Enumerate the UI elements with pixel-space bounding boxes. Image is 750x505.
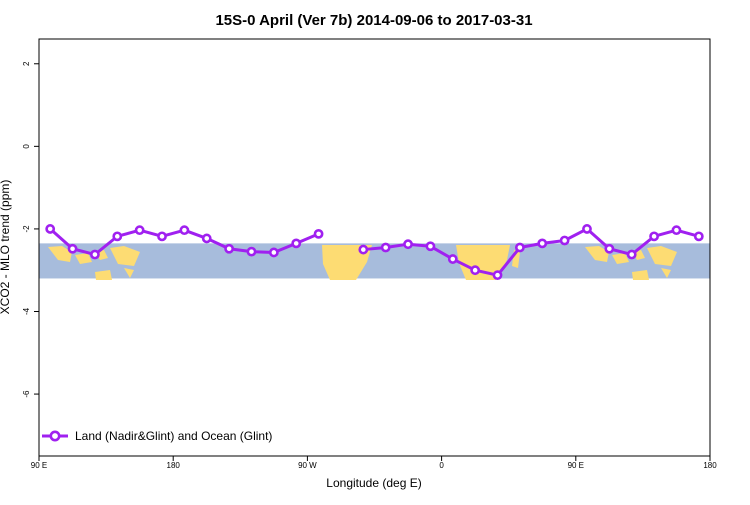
chart-title: 15S-0 April (Ver 7b) 2014-09-06 to 2017-…	[215, 12, 532, 29]
data-point	[447, 254, 458, 264]
data-point	[268, 247, 279, 258]
x-tick-label: 90 W	[298, 461, 317, 470]
map-land	[48, 245, 677, 280]
series-layer	[45, 224, 704, 281]
plot-frame	[38, 38, 711, 457]
data-point	[537, 238, 548, 249]
data-point	[358, 244, 369, 255]
data-point	[514, 242, 525, 253]
data-point	[380, 242, 391, 253]
x-tick-label: 90 E	[568, 461, 584, 470]
data-point	[582, 224, 592, 234]
data-point	[157, 231, 167, 242]
data-point	[313, 228, 324, 239]
data-point	[693, 231, 704, 242]
data-point	[246, 246, 257, 257]
legend-label: Land (Nadir&Glint) and Ocean (Glint)	[75, 429, 272, 443]
legend: Land (Nadir&Glint) and Ocean (Glint)	[42, 429, 272, 443]
data-point	[90, 249, 100, 260]
y-tick-label: -6	[22, 390, 31, 398]
x-tick-label: 180	[167, 461, 181, 470]
x-tick-label: 180	[703, 461, 717, 470]
data-point	[134, 225, 145, 236]
x-tick-label: 0	[439, 461, 444, 470]
data-point	[179, 225, 190, 236]
y-tick-label: 0	[22, 144, 31, 149]
y-tick-label: -4	[22, 307, 31, 315]
data-point	[224, 243, 235, 254]
y-tick-label: -2	[22, 225, 31, 233]
y-axis-label: XCO2 - MLO trend (ppm)	[0, 180, 12, 315]
data-point	[559, 235, 570, 246]
y-axis: 2 0 -2 -4 -6	[22, 61, 39, 398]
x-tick-label: 90 E	[31, 461, 47, 470]
data-point	[67, 243, 78, 254]
x-axis: 90 E 180 90 W 0 90 E 180	[31, 456, 717, 470]
x-axis-label: Longitude (deg E)	[326, 476, 421, 490]
data-point	[492, 270, 503, 281]
series-line	[363, 227, 700, 277]
data-point	[45, 224, 56, 234]
data-point	[112, 231, 123, 242]
data-point	[649, 231, 659, 242]
legend-marker	[49, 430, 61, 442]
data-point	[291, 238, 302, 249]
data-point	[403, 239, 413, 250]
data-point	[425, 241, 436, 252]
data-point	[201, 233, 212, 244]
data-point	[470, 265, 481, 276]
data-point	[671, 225, 682, 236]
data-point	[626, 249, 637, 260]
y-tick-label: 2	[22, 61, 31, 66]
data-point	[604, 243, 615, 254]
